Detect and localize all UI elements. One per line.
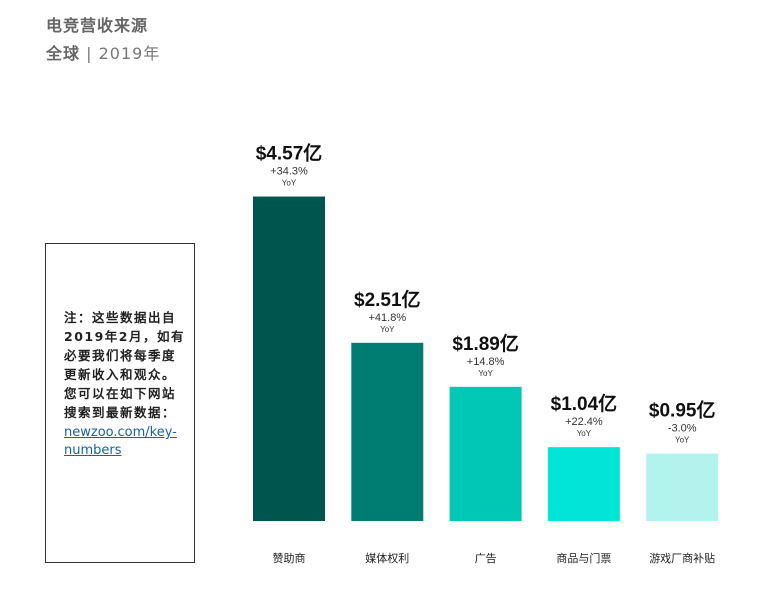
value-label: $0.95亿: [649, 399, 716, 422]
value-label: $4.57亿: [256, 142, 323, 165]
category-label: 广告: [475, 552, 497, 565]
value-label: $1.89亿: [452, 332, 519, 355]
value-label: $1.04亿: [551, 392, 618, 415]
year-label: 2019年: [98, 44, 161, 63]
note-text: 注：这些数据出自2019年2月，如有必要我们将每季度更新收入和观众。您可以在如下…: [64, 310, 185, 420]
category-label: 商品与门票: [556, 551, 611, 565]
bar-1: [253, 196, 325, 521]
category-label: 媒体权利: [365, 551, 409, 565]
yoy-suffix: YoY: [282, 179, 297, 188]
category-label: 赞助商: [273, 551, 306, 565]
bar-4: [547, 447, 620, 521]
yoy-label: +41.8%: [368, 312, 406, 324]
yoy-label: +22.4%: [565, 416, 603, 428]
yoy-label: +34.3%: [270, 166, 308, 178]
yoy-label: +14.8%: [467, 356, 505, 368]
key-numbers-link[interactable]: newzoo.com/key-numbers: [64, 425, 177, 458]
value-label: $2.51亿: [354, 288, 421, 311]
chart-title: 电竞营收来源: [46, 16, 149, 35]
note-box: 注：这些数据出自2019年2月，如有必要我们将每季度更新收入和观众。您可以在如下…: [45, 243, 195, 563]
yoy-suffix: YoY: [577, 429, 592, 438]
chart-subtitle: 全球 | 2019年: [46, 40, 160, 64]
yoy-suffix: YoY: [675, 436, 690, 445]
yoy-suffix: YoY: [380, 325, 395, 334]
separator: |: [86, 44, 93, 63]
yoy-label: -3.0%: [668, 423, 697, 435]
yoy-suffix: YoY: [478, 369, 493, 378]
category-label: 游戏厂商补贴: [649, 551, 715, 565]
bar-3: [449, 386, 522, 521]
region-label: 全球: [46, 44, 81, 63]
bar-5: [646, 453, 719, 521]
bar-2: [351, 342, 424, 521]
